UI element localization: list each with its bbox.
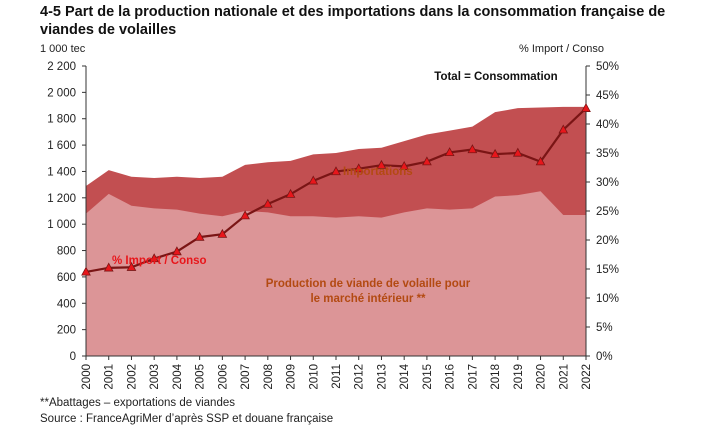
left-tick-label: 200 bbox=[57, 325, 76, 337]
pct-marker bbox=[422, 156, 432, 166]
x-tick-label: 2012 bbox=[354, 364, 366, 390]
footnote-abattages: **Abattages – exportations de viandes bbox=[40, 397, 235, 409]
pct-marker bbox=[262, 198, 273, 208]
pct-marker bbox=[126, 261, 137, 271]
pct-marker bbox=[558, 124, 569, 134]
left-tick-label: 1 800 bbox=[47, 114, 76, 126]
pct-marker bbox=[376, 159, 387, 169]
left-tick-label: 2 200 bbox=[47, 61, 76, 73]
x-tick-label: 2020 bbox=[536, 364, 548, 390]
pct-marker bbox=[399, 161, 410, 170]
pct-marker bbox=[490, 148, 500, 158]
pct-marker bbox=[172, 246, 182, 256]
x-tick-label: 2005 bbox=[195, 364, 207, 390]
x-tick-label: 2017 bbox=[467, 364, 479, 390]
x-tick-label: 2013 bbox=[376, 364, 388, 390]
right-tick-label: 50% bbox=[596, 61, 619, 73]
production-annotation-line1: Production de viande de volaille pour bbox=[266, 278, 471, 290]
x-tick-label: 2011 bbox=[331, 364, 343, 389]
x-tick-label: 2018 bbox=[490, 364, 502, 390]
x-tick-label: 2004 bbox=[172, 363, 184, 389]
left-tick-label: 600 bbox=[57, 272, 76, 284]
pct-marker bbox=[240, 210, 250, 220]
right-tick-label: 20% bbox=[596, 235, 619, 247]
x-tick-label: 2003 bbox=[149, 364, 161, 390]
pct-marker bbox=[353, 163, 364, 173]
x-tick-label: 2007 bbox=[240, 364, 252, 390]
pct-annotation: % Import / Conso bbox=[112, 255, 207, 267]
pct-marker bbox=[149, 253, 160, 263]
pct-marker bbox=[285, 188, 296, 198]
x-tick-label: 2022 bbox=[581, 364, 593, 390]
left-tick-label: 1 200 bbox=[47, 193, 76, 205]
area-layer bbox=[86, 106, 586, 356]
right-tick-label: 25% bbox=[596, 206, 619, 218]
pct-marker bbox=[444, 147, 455, 157]
x-tick-label: 2015 bbox=[422, 364, 434, 390]
x-tick-label: 2014 bbox=[399, 363, 411, 389]
right-tick-label: 40% bbox=[596, 119, 619, 131]
pct-marker bbox=[535, 156, 546, 166]
x-tick-label: 2010 bbox=[308, 364, 320, 390]
left-tick-label: 1 400 bbox=[47, 166, 76, 178]
pct-marker bbox=[331, 166, 341, 176]
pct-marker bbox=[467, 144, 478, 154]
right-tick-label: 35% bbox=[596, 148, 619, 160]
annotation-layer: Total = Consommation Importations % Impo… bbox=[112, 71, 558, 305]
right-axis-unit: % Import / Conso bbox=[519, 43, 604, 55]
x-tick-label: 2016 bbox=[445, 364, 457, 390]
right-tick-label: 5% bbox=[596, 322, 613, 334]
pct-marker bbox=[512, 147, 523, 157]
pct-marker bbox=[81, 266, 91, 276]
x-tick-label: 2008 bbox=[263, 364, 275, 390]
x-tick-label: 2019 bbox=[513, 364, 525, 390]
total-annotation: Total = Consommation bbox=[434, 71, 557, 83]
left-tick-label: 1 000 bbox=[47, 219, 76, 231]
left-tick-label: 1 600 bbox=[47, 140, 76, 152]
importations-annotation: Importations bbox=[343, 166, 413, 178]
footnote-source: Source : FranceAgriMer d’après SSP et do… bbox=[40, 413, 334, 425]
x-tick-label: 2009 bbox=[286, 364, 298, 390]
pct-line-layer bbox=[81, 103, 591, 276]
x-tick-label: 2021 bbox=[558, 364, 570, 390]
left-tick-label: 800 bbox=[57, 246, 76, 258]
x-tick-label: 2002 bbox=[126, 364, 138, 390]
left-axis-unit: 1 000 tec bbox=[40, 43, 86, 55]
chart-title: 4-5 Part de la production nationale et d… bbox=[40, 4, 666, 38]
left-tick-label: 2 000 bbox=[47, 87, 76, 99]
right-tick-label: 45% bbox=[596, 90, 619, 102]
pct-marker bbox=[581, 103, 591, 112]
right-tick-label: 15% bbox=[596, 264, 619, 276]
left-tick-label: 0 bbox=[70, 351, 76, 363]
right-tick-label: 10% bbox=[596, 293, 619, 305]
pct-marker bbox=[217, 228, 228, 238]
pct-marker bbox=[103, 262, 114, 272]
x-tick-label: 2001 bbox=[104, 364, 116, 390]
pct-marker bbox=[194, 231, 205, 241]
x-tick-label: 2000 bbox=[81, 364, 93, 390]
x-tick-label: 2006 bbox=[217, 364, 229, 390]
axes-layer: 0 200 400 600 800 1 000 1 200 1 400 1 600 1 800 2 … bbox=[47, 61, 619, 390]
right-tick-label: 30% bbox=[596, 177, 619, 189]
right-tick-label: 0% bbox=[596, 351, 613, 363]
production-annotation-line2: le marché intérieur ** bbox=[310, 293, 426, 305]
left-tick-label: 400 bbox=[57, 298, 76, 310]
production-area bbox=[86, 191, 586, 356]
pct-marker bbox=[308, 175, 319, 185]
